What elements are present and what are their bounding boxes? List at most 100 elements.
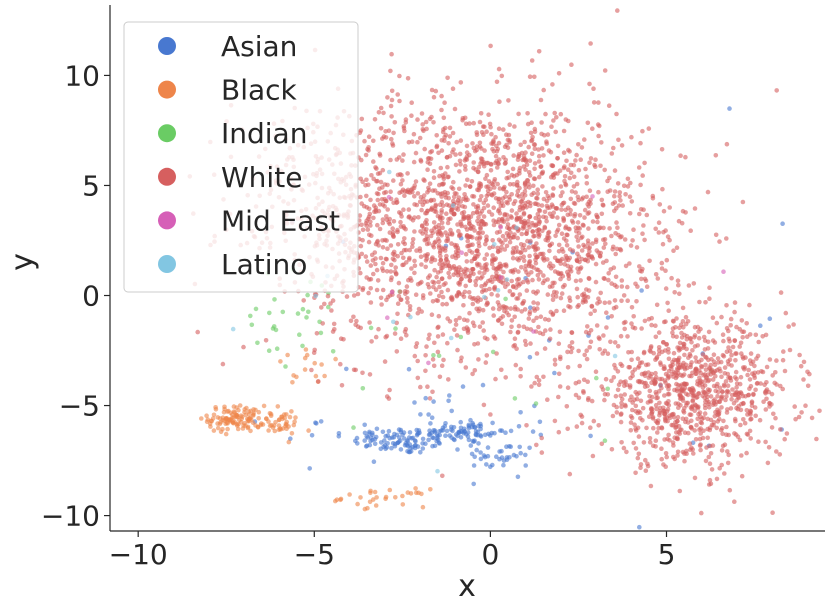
data-point (584, 181, 590, 186)
data-point (705, 189, 711, 195)
data-point (618, 412, 624, 417)
data-point (411, 131, 417, 137)
data-point (734, 324, 739, 330)
data-point (588, 311, 593, 317)
data-point (738, 390, 743, 395)
data-point (374, 267, 380, 273)
data-point (533, 401, 539, 406)
data-point (599, 197, 605, 203)
data-point (688, 447, 693, 453)
data-point (659, 446, 664, 452)
data-point (688, 228, 693, 233)
data-point (410, 244, 415, 249)
data-point (504, 175, 510, 181)
data-point (539, 450, 545, 455)
data-point (491, 205, 497, 210)
data-point (401, 207, 406, 212)
data-point (745, 372, 750, 378)
data-point (734, 385, 739, 390)
data-point (447, 393, 452, 398)
data-point (690, 348, 695, 353)
data-point (654, 395, 659, 401)
data-point (633, 470, 638, 476)
data-point (333, 498, 338, 504)
data-point (514, 225, 519, 230)
data-point (636, 363, 642, 369)
data-point (344, 366, 349, 372)
data-point (503, 237, 508, 243)
data-point (614, 220, 619, 225)
data-point (604, 310, 609, 316)
data-point (660, 241, 666, 247)
data-point (389, 262, 394, 268)
data-point (447, 433, 453, 438)
data-point (509, 278, 514, 284)
data-point (517, 207, 522, 213)
data-point (657, 202, 663, 207)
data-point (593, 369, 599, 375)
data-point (413, 292, 419, 298)
data-point (470, 320, 476, 326)
data-point (562, 282, 567, 288)
data-point (297, 332, 302, 338)
data-point (300, 343, 305, 349)
data-point (522, 193, 528, 198)
data-point (370, 258, 376, 263)
data-point (289, 409, 294, 414)
data-point (574, 234, 579, 239)
data-point (451, 179, 456, 185)
data-point (807, 371, 812, 377)
y-tick-label: 10 (64, 59, 100, 92)
data-point (611, 305, 617, 311)
data-point (559, 246, 565, 252)
data-point (439, 148, 445, 153)
data-point (258, 422, 264, 428)
data-point (451, 194, 457, 200)
data-point (709, 467, 715, 472)
data-point (501, 155, 506, 160)
data-point (467, 294, 473, 300)
data-point (434, 298, 439, 303)
data-point (748, 351, 754, 356)
data-point (465, 267, 470, 273)
data-point (253, 306, 259, 312)
data-point (381, 444, 386, 450)
data-point (618, 198, 623, 203)
data-point (351, 293, 357, 298)
data-point (763, 332, 769, 338)
data-point (399, 214, 404, 219)
data-point (744, 408, 750, 413)
data-point (622, 383, 627, 389)
data-point (577, 213, 583, 218)
data-point (701, 334, 707, 340)
data-point (470, 301, 476, 307)
data-point (536, 221, 542, 226)
data-point (538, 97, 544, 103)
data-point (306, 428, 311, 433)
y-tick-label: −5 (59, 390, 100, 423)
data-point (284, 422, 289, 428)
data-point (410, 186, 415, 191)
data-point (633, 446, 639, 451)
data-point (516, 257, 521, 263)
data-point (513, 249, 518, 255)
data-point (532, 142, 538, 147)
data-point (358, 270, 363, 276)
data-point (443, 263, 449, 269)
data-point (695, 343, 700, 348)
data-point (515, 474, 521, 480)
data-point (555, 215, 560, 220)
data-point (225, 426, 230, 432)
data-point (564, 158, 569, 164)
data-point (615, 8, 620, 13)
data-point (683, 321, 689, 327)
data-point (466, 235, 471, 240)
data-point (431, 175, 437, 180)
data-point (404, 333, 409, 338)
data-point (438, 268, 444, 274)
data-point (622, 402, 628, 408)
data-point (495, 293, 500, 298)
data-point (541, 273, 546, 278)
data-point (483, 241, 488, 247)
